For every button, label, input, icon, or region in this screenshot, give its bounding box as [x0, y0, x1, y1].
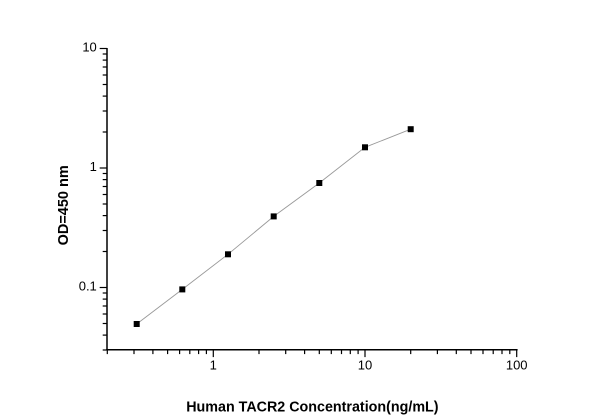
svg-text:100: 100 [506, 358, 528, 373]
svg-text:1: 1 [90, 159, 97, 174]
svg-text:0.1: 0.1 [79, 279, 97, 294]
svg-text:OD=450 nm: OD=450 nm [56, 165, 72, 245]
svg-text:1: 1 [210, 358, 217, 373]
svg-text:Human TACR2 Concentration(ng/m: Human TACR2 Concentration(ng/mL) [186, 400, 439, 416]
svg-text:10: 10 [358, 358, 372, 373]
svg-text:10: 10 [82, 40, 96, 55]
